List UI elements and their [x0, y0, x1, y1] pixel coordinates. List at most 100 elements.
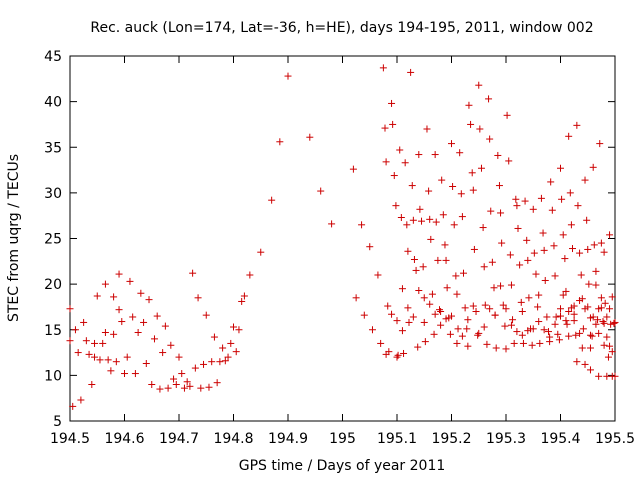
- data-point: [394, 351, 402, 359]
- data-point: [110, 330, 118, 338]
- data-point: [491, 311, 499, 319]
- x-tick-label: 195.3: [486, 431, 526, 447]
- data-point: [528, 341, 536, 349]
- data-point: [565, 132, 573, 140]
- data-point: [426, 300, 434, 308]
- data-point: [175, 353, 183, 361]
- data-point: [443, 284, 451, 292]
- x-tick-label: 194.7: [159, 431, 199, 447]
- data-point: [611, 318, 619, 326]
- data-point: [400, 349, 408, 357]
- data-point: [284, 72, 292, 80]
- y-tick-label: 35: [44, 140, 62, 156]
- data-point: [415, 287, 423, 295]
- x-tick-label: 194.9: [268, 431, 308, 447]
- data-point: [425, 187, 433, 195]
- data-point: [437, 321, 445, 329]
- data-point: [588, 332, 596, 340]
- data-point: [246, 271, 254, 279]
- data-point: [574, 202, 582, 210]
- data-point: [80, 318, 88, 326]
- data-point: [161, 322, 169, 330]
- data-point: [404, 304, 412, 312]
- data-point: [589, 163, 597, 171]
- data-point: [513, 202, 521, 210]
- data-point: [449, 182, 457, 190]
- data-point: [118, 318, 126, 326]
- data-point: [88, 381, 96, 388]
- data-point: [573, 358, 581, 366]
- data-point: [557, 305, 564, 313]
- data-point: [421, 338, 429, 346]
- data-point: [570, 317, 578, 325]
- data-point: [221, 357, 229, 365]
- data-point: [583, 216, 591, 224]
- data-point: [71, 326, 79, 334]
- data-point: [437, 308, 445, 315]
- data-point: [577, 271, 585, 279]
- data-point: [408, 182, 416, 190]
- data-point: [570, 310, 578, 318]
- data-point: [409, 216, 417, 224]
- data-point: [180, 384, 188, 392]
- data-point: [238, 297, 246, 305]
- data-point: [93, 292, 101, 300]
- y-tick-label: 45: [44, 49, 62, 65]
- data-point: [502, 305, 510, 313]
- data-point: [550, 242, 558, 250]
- data-point: [461, 304, 469, 312]
- data-point: [572, 331, 580, 339]
- x-tick-label: 194.5: [50, 431, 90, 447]
- data-point: [358, 221, 366, 229]
- y-tick-label: 20: [44, 277, 62, 293]
- data-point: [434, 256, 442, 264]
- y-tick-label: 40: [44, 95, 62, 111]
- data-point: [452, 272, 460, 280]
- data-point: [205, 383, 213, 391]
- data-point: [159, 349, 167, 357]
- data-point: [388, 310, 396, 318]
- data-point: [230, 323, 237, 331]
- data-point: [101, 328, 109, 336]
- data-point: [137, 289, 145, 297]
- data-point: [518, 331, 526, 339]
- data-point: [183, 378, 191, 386]
- data-point: [606, 231, 614, 239]
- data-point: [594, 316, 602, 324]
- data-point: [502, 345, 510, 353]
- data-point: [479, 224, 487, 232]
- data-point: [121, 370, 128, 378]
- data-point: [464, 316, 472, 324]
- data-point: [112, 358, 120, 366]
- data-point: [536, 339, 544, 347]
- data-point: [541, 276, 549, 284]
- data-point: [107, 367, 115, 375]
- data-point: [498, 239, 506, 247]
- data-point: [412, 266, 420, 274]
- data-point: [472, 308, 480, 315]
- data-point: [568, 245, 576, 253]
- data-point: [581, 176, 589, 184]
- data-point: [565, 308, 573, 315]
- data-point: [475, 329, 483, 337]
- data-point: [349, 165, 357, 173]
- data-point: [509, 316, 517, 324]
- data-point: [592, 320, 600, 328]
- y-tick-label: 25: [44, 232, 62, 248]
- data-point: [507, 281, 515, 289]
- data-point: [532, 270, 540, 278]
- data-point: [401, 159, 409, 167]
- data-point: [565, 332, 573, 340]
- data-point: [441, 241, 449, 249]
- data-point: [494, 151, 502, 159]
- x-tick-label: 195.2: [431, 431, 471, 447]
- data-point: [328, 220, 336, 228]
- chart-title: Rec. auck (Lon=174, Lat=-36, h=HE), days…: [90, 20, 593, 36]
- data-point: [595, 372, 603, 380]
- data-point: [600, 319, 608, 327]
- data-point: [224, 353, 232, 361]
- data-point: [483, 340, 491, 348]
- data-point: [601, 299, 609, 307]
- data-point: [579, 325, 587, 333]
- data-point: [453, 339, 461, 347]
